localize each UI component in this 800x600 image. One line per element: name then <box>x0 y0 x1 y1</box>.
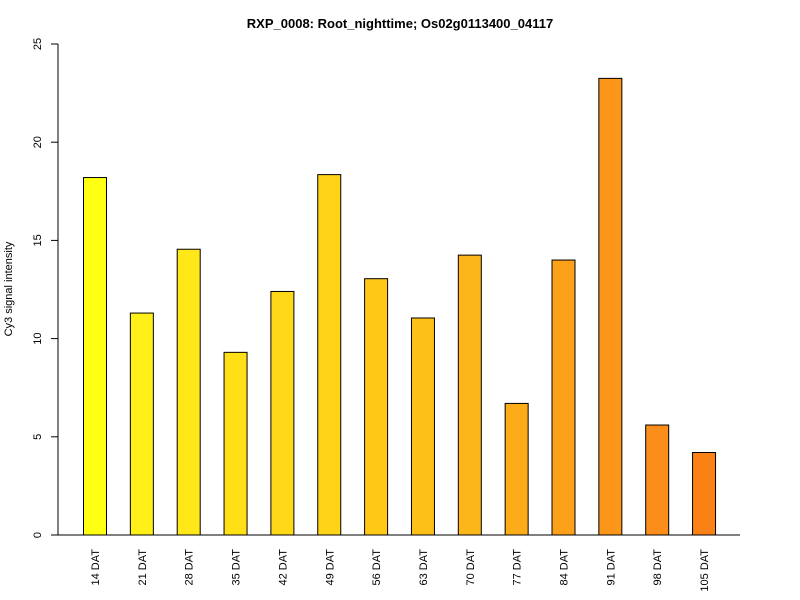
x-tick-label: 77 DAT <box>512 549 524 586</box>
x-tick-label: 63 DAT <box>418 549 430 586</box>
x-tick-label: 42 DAT <box>277 549 289 586</box>
y-tick-label: 10 <box>32 332 44 344</box>
x-tick-label: 91 DAT <box>605 549 617 586</box>
y-tick-label: 15 <box>32 234 44 246</box>
bar-77-dat <box>504 402 529 536</box>
y-tick-label: 25 <box>32 38 44 50</box>
x-tick-label: 98 DAT <box>652 549 664 586</box>
bar-105-dat <box>692 452 717 536</box>
x-tick-label: 14 DAT <box>90 549 102 586</box>
y-tick-label: 0 <box>32 532 44 538</box>
y-tick-label: 5 <box>32 434 44 440</box>
bar-14-dat <box>83 177 107 536</box>
x-tick-label: 56 DAT <box>371 549 383 586</box>
x-tick-label: 70 DAT <box>465 549 477 586</box>
x-tick-label: 105 DAT <box>699 549 711 592</box>
x-tick-label: 35 DAT <box>231 549 243 586</box>
bar-28-dat <box>176 248 201 536</box>
bar-56-dat <box>364 278 389 536</box>
x-tick-label: 28 DAT <box>184 549 196 586</box>
y-axis: 0 5 10 15 20 25 <box>32 38 59 538</box>
x-tick-label: 49 DAT <box>324 549 336 586</box>
bar-98-dat <box>645 424 670 536</box>
bar-35-dat <box>223 351 248 536</box>
bar-42-dat <box>270 290 295 536</box>
bar-49-dat <box>317 174 342 536</box>
bar-series <box>83 77 717 536</box>
x-axis-tick-labels: 14 DAT 21 DAT 28 DAT 35 DAT 42 DAT 49 DAT 56 D… <box>90 549 711 592</box>
y-axis-label: Cy3 signal intensity <box>3 241 15 336</box>
bar-91-dat <box>598 77 623 536</box>
bar-70-dat <box>457 254 482 536</box>
chart-title: RXP_0008: Root_nighttime; Os02g0113400_0… <box>247 16 553 31</box>
x-tick-label: 21 DAT <box>137 549 149 586</box>
y-tick-label: 20 <box>32 136 44 148</box>
x-tick-label: 84 DAT <box>559 549 571 586</box>
bar-84-dat <box>551 259 576 536</box>
bar-21-dat <box>129 312 154 536</box>
bar-63-dat <box>410 317 435 536</box>
